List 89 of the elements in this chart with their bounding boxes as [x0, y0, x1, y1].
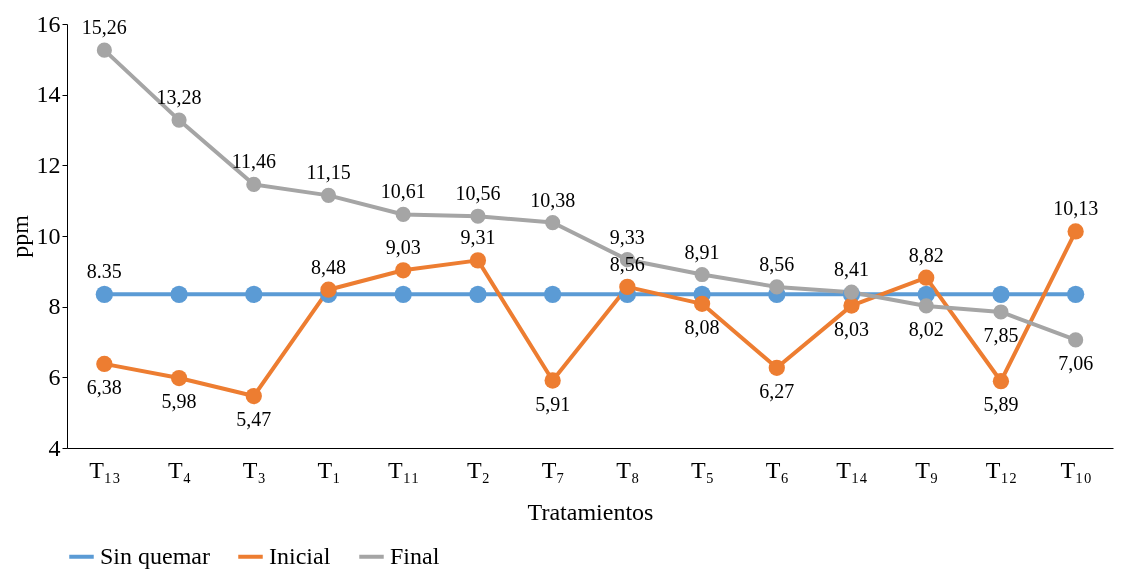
point [1067, 223, 1084, 240]
x-axis-title: Tratamientos [527, 498, 654, 525]
point [1068, 332, 1084, 348]
data-label: 13,28 [156, 86, 202, 109]
data-label: 5,89 [983, 393, 1019, 416]
point [245, 387, 262, 405]
y-tick-label: 14 [36, 81, 61, 108]
x-tick-label: T₁₀ [1060, 456, 1092, 483]
point [544, 372, 561, 389]
point [1066, 285, 1085, 303]
legend-label: Sin quemar [100, 542, 210, 569]
x-tick-label: T₅ [691, 456, 715, 483]
point [469, 252, 487, 269]
point [694, 266, 710, 283]
y-tick-label: 6 [48, 363, 61, 390]
legend-label: Final [390, 542, 440, 569]
point [992, 373, 1010, 390]
point [320, 187, 337, 203]
point [543, 285, 562, 303]
data-label: 8,56 [609, 252, 645, 275]
y-axis-title: ppm [6, 214, 33, 258]
x-tick-label: T₁₂ [985, 456, 1018, 483]
x-tick-label: T₇ [541, 456, 565, 483]
point [395, 262, 412, 279]
data-label: 10,56 [455, 182, 501, 205]
y-tick-label: 12 [36, 151, 61, 178]
x-tick-label: T₁₁ [388, 456, 420, 483]
x-tick-label: T₄ [168, 456, 192, 483]
y-tick-label: 8 [48, 293, 61, 320]
data-label: 5,47 [236, 408, 272, 431]
data-label: 5,91 [535, 392, 571, 415]
point [843, 297, 860, 314]
point [918, 298, 934, 314]
data-label: 15,26 [81, 16, 127, 39]
data-label: 5,98 [161, 390, 197, 413]
point [918, 269, 935, 286]
data-label: 8.35 [86, 260, 122, 283]
data-label: 11,15 [306, 161, 351, 184]
x-tick-label: T₆ [765, 456, 789, 483]
data-label: 10,38 [530, 188, 576, 211]
data-label: 6,27 [759, 379, 795, 402]
data-label: 8,82 [908, 243, 944, 266]
data-label: 8,91 [684, 240, 720, 263]
x-tick-label: T₂ [466, 456, 490, 483]
data-label: 8,08 [684, 315, 720, 338]
x-tick-label: T₉ [915, 456, 939, 483]
x-tick-label: T₁ [317, 456, 341, 483]
data-label: 6,38 [86, 375, 122, 398]
data-label: 8,48 [311, 255, 346, 278]
data-label: 9,31 [460, 226, 496, 249]
data-label: 8,41 [834, 258, 869, 281]
data-label: 11,46 [231, 150, 276, 173]
point [320, 281, 337, 298]
point [992, 285, 1010, 303]
point [469, 285, 487, 303]
legend-label: Inicial [269, 542, 331, 569]
y-tick-label: 4 [48, 434, 61, 461]
data-label: 8,02 [908, 317, 944, 340]
data-label: 9,03 [385, 236, 421, 259]
point [171, 112, 187, 128]
data-label: 10,13 [1053, 197, 1099, 220]
point [96, 42, 112, 58]
data-label: 7,85 [983, 323, 1019, 346]
point [769, 279, 785, 295]
point [545, 215, 561, 231]
point [619, 278, 636, 295]
point [394, 285, 412, 303]
x-tick-label: T₃ [242, 456, 266, 483]
x-tick-label: T₁₃ [89, 456, 121, 483]
data-label: 9,33 [609, 225, 645, 248]
y-tick-label: 16 [36, 10, 61, 37]
point [395, 206, 411, 223]
point [170, 285, 188, 303]
data-label: 10,61 [380, 180, 426, 203]
data-label: 7,06 [1058, 351, 1094, 374]
data-label: 8,03 [834, 317, 869, 340]
x-tick-label: T₁₄ [836, 456, 868, 483]
point [96, 355, 113, 373]
data-label: 8,56 [759, 252, 795, 275]
x-tick-label: T₈ [616, 456, 640, 483]
point [693, 295, 711, 312]
point [95, 285, 114, 303]
point [246, 176, 262, 192]
point [768, 359, 785, 376]
point [245, 285, 263, 303]
y-tick-label: 10 [36, 222, 61, 249]
point [470, 208, 486, 224]
point [993, 304, 1009, 320]
point [170, 369, 188, 387]
